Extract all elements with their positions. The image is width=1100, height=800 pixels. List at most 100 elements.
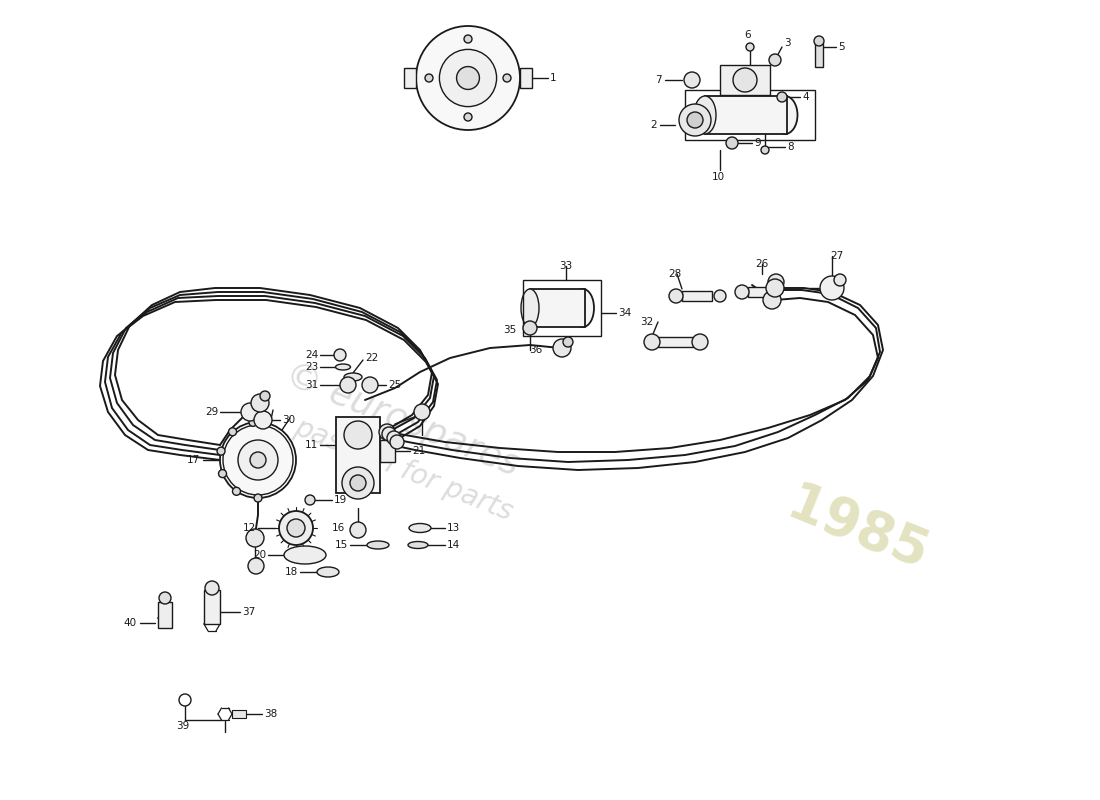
Circle shape: [305, 495, 315, 505]
Text: 40: 40: [124, 618, 138, 628]
Circle shape: [205, 581, 219, 595]
Bar: [520, 68, 532, 88]
Circle shape: [439, 50, 496, 106]
Text: 15: 15: [334, 540, 348, 550]
Circle shape: [761, 146, 769, 154]
Circle shape: [766, 279, 784, 297]
Bar: [232, 710, 246, 718]
Text: 18: 18: [285, 567, 298, 577]
Ellipse shape: [409, 523, 431, 533]
Text: 7: 7: [656, 75, 662, 85]
Text: 11: 11: [305, 440, 318, 450]
Circle shape: [688, 112, 703, 128]
Bar: [204, 590, 220, 624]
Circle shape: [217, 447, 226, 455]
Circle shape: [229, 428, 236, 436]
Text: 20: 20: [253, 550, 266, 560]
Circle shape: [390, 435, 404, 449]
Circle shape: [746, 43, 754, 51]
Ellipse shape: [772, 96, 798, 134]
Text: 21: 21: [412, 446, 426, 456]
Circle shape: [425, 74, 433, 82]
Text: 39: 39: [176, 721, 189, 731]
Bar: [379, 440, 395, 462]
Text: 4: 4: [802, 92, 808, 102]
Circle shape: [379, 424, 395, 440]
Circle shape: [814, 36, 824, 46]
Ellipse shape: [408, 542, 428, 549]
Text: 6: 6: [745, 30, 751, 40]
Text: 35: 35: [503, 325, 516, 335]
Text: 13: 13: [447, 523, 460, 533]
Ellipse shape: [367, 541, 389, 549]
Text: 2: 2: [650, 120, 657, 130]
Circle shape: [344, 421, 372, 449]
Bar: [705, 96, 786, 134]
Text: 10: 10: [712, 172, 725, 182]
Circle shape: [777, 92, 786, 102]
Circle shape: [726, 137, 738, 149]
Bar: [404, 68, 416, 88]
Text: 9: 9: [754, 138, 760, 148]
Text: 33: 33: [560, 261, 573, 271]
Text: 23: 23: [305, 362, 318, 372]
Bar: [530, 289, 585, 327]
Circle shape: [232, 487, 241, 495]
Circle shape: [160, 592, 170, 604]
Circle shape: [241, 403, 258, 421]
Text: 34: 34: [618, 308, 631, 318]
Text: 8: 8: [786, 142, 793, 152]
Circle shape: [763, 291, 781, 309]
Circle shape: [414, 404, 430, 420]
Bar: [522, 280, 601, 336]
Circle shape: [733, 68, 757, 92]
Circle shape: [260, 391, 270, 401]
Text: 29: 29: [205, 407, 218, 417]
Text: 22: 22: [365, 353, 378, 363]
Circle shape: [692, 334, 708, 350]
Bar: [158, 602, 172, 628]
Text: 1985: 1985: [780, 478, 936, 582]
Text: © eurospares: © eurospares: [280, 358, 525, 482]
Text: 31: 31: [305, 380, 318, 390]
Circle shape: [553, 339, 571, 357]
Text: 12: 12: [243, 523, 256, 533]
Ellipse shape: [694, 96, 716, 134]
Circle shape: [362, 377, 378, 393]
Circle shape: [644, 334, 660, 350]
Circle shape: [464, 35, 472, 43]
Ellipse shape: [317, 567, 339, 577]
Text: 5: 5: [838, 42, 845, 52]
Circle shape: [769, 54, 781, 66]
Circle shape: [416, 26, 520, 130]
Circle shape: [249, 418, 257, 426]
Bar: [748, 287, 775, 297]
Circle shape: [679, 104, 711, 136]
Circle shape: [684, 72, 700, 88]
Circle shape: [522, 321, 537, 335]
Circle shape: [254, 411, 272, 429]
Circle shape: [382, 427, 396, 441]
Circle shape: [714, 290, 726, 302]
Circle shape: [246, 529, 264, 547]
Circle shape: [279, 511, 313, 545]
Circle shape: [820, 276, 844, 300]
Ellipse shape: [521, 289, 539, 327]
Text: passion for parts: passion for parts: [290, 414, 517, 526]
Circle shape: [250, 452, 266, 468]
Circle shape: [464, 113, 472, 121]
Circle shape: [350, 522, 366, 538]
Circle shape: [456, 66, 480, 90]
Circle shape: [220, 422, 296, 498]
Ellipse shape: [572, 289, 594, 327]
Circle shape: [342, 467, 374, 499]
Text: 24: 24: [305, 350, 318, 360]
Bar: [685, 90, 815, 140]
Text: 28: 28: [668, 269, 681, 279]
Circle shape: [669, 289, 683, 303]
Text: 27: 27: [830, 251, 844, 261]
Circle shape: [238, 440, 278, 480]
Text: 37: 37: [242, 607, 255, 617]
Ellipse shape: [336, 364, 351, 370]
Circle shape: [350, 475, 366, 491]
